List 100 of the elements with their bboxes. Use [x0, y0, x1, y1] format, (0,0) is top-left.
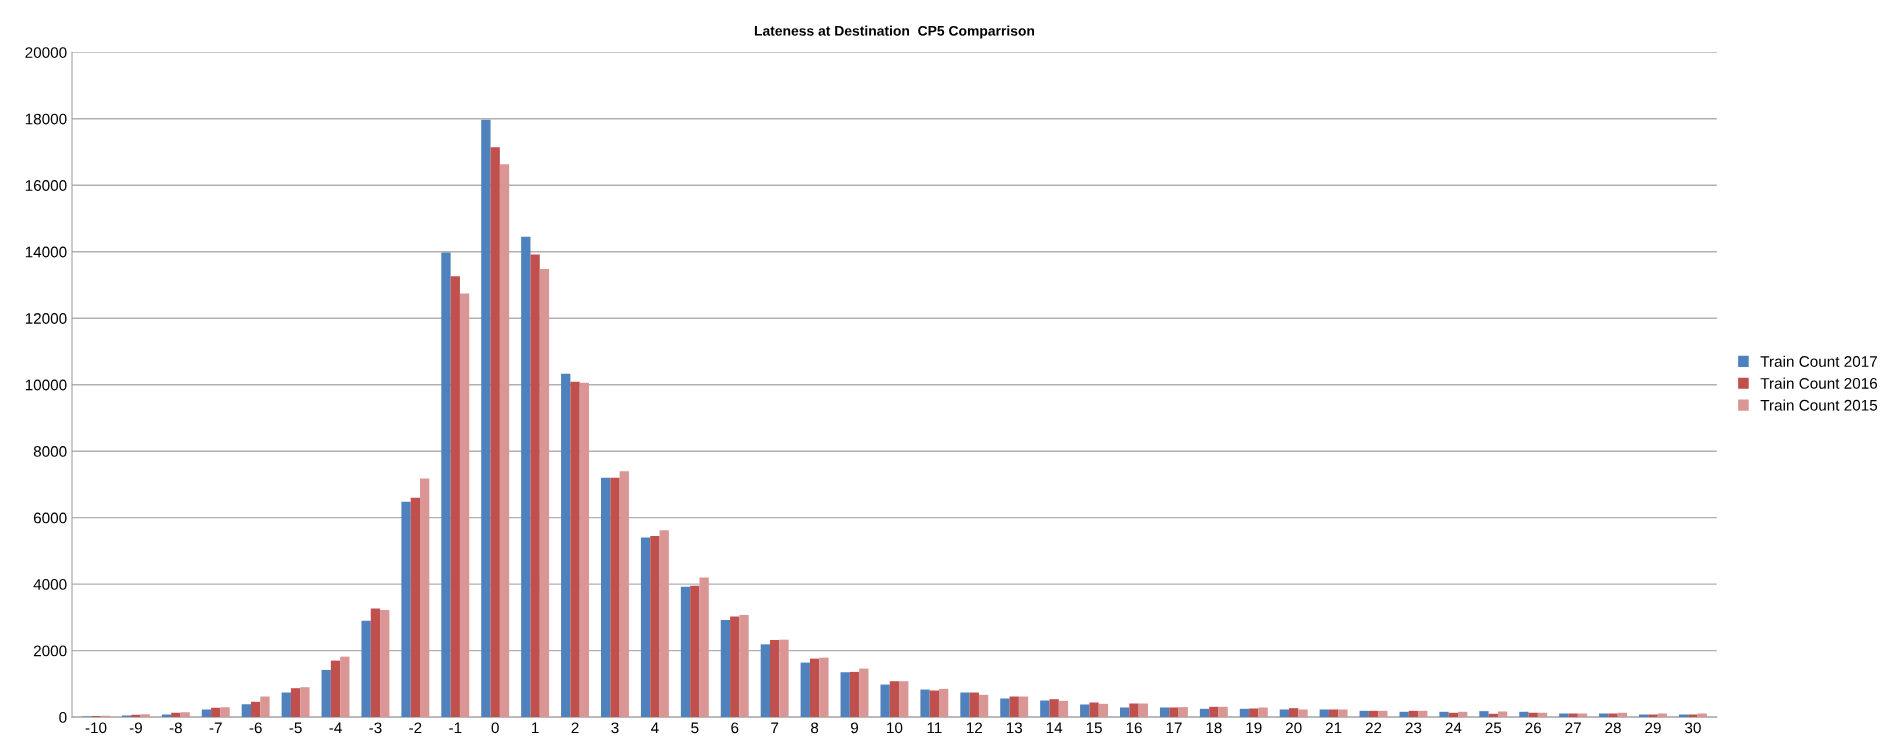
bar	[1497, 711, 1508, 718]
bar	[410, 497, 421, 718]
bar	[321, 669, 331, 718]
bar	[450, 276, 460, 718]
bar	[201, 709, 212, 718]
y-tick-label: 0	[59, 711, 67, 723]
bar	[1458, 711, 1468, 718]
x-tick-label: 28	[1605, 722, 1621, 734]
x-tick-label: 9	[850, 722, 859, 734]
x-tick-label: 19	[1246, 722, 1262, 734]
bar	[1559, 713, 1569, 718]
bar	[281, 692, 291, 718]
bar	[459, 293, 470, 718]
x-tick-label: 12	[966, 722, 983, 734]
y-tick-label: 12000	[25, 313, 67, 324]
bar	[779, 639, 789, 718]
bar	[521, 236, 531, 718]
bar	[441, 252, 451, 718]
x-tick-label: 2	[571, 722, 579, 734]
y-tick-label: 6000	[33, 512, 67, 524]
x-tick-label: 23	[1405, 722, 1422, 734]
bar	[1639, 714, 1649, 718]
bar	[969, 692, 979, 718]
y-tick-label: 8000	[33, 446, 67, 457]
bar	[619, 471, 629, 718]
bar	[1058, 700, 1069, 718]
bar	[800, 662, 810, 718]
bar	[290, 688, 301, 718]
x-tick-label: 13	[1006, 722, 1023, 734]
bar	[1169, 707, 1179, 718]
bar	[699, 577, 709, 718]
x-tick-label: 30	[1685, 722, 1701, 734]
bar	[1608, 713, 1618, 718]
bar	[251, 701, 261, 718]
bar	[770, 640, 780, 718]
x-tick-label: 21	[1325, 722, 1342, 734]
x-tick-label: -9	[129, 722, 142, 734]
x-tick-label: 10	[887, 722, 903, 734]
y-tick-label: 16000	[25, 180, 67, 191]
bar	[1120, 707, 1130, 718]
bar	[1279, 709, 1290, 718]
bar	[490, 147, 500, 718]
bar	[220, 707, 230, 718]
bar	[1000, 698, 1010, 718]
bar	[340, 656, 350, 718]
bar	[1577, 713, 1588, 718]
bar	[760, 644, 771, 718]
x-tick-label: 24	[1445, 722, 1462, 734]
bar	[1528, 712, 1538, 718]
bar	[819, 657, 829, 718]
bar	[1328, 709, 1339, 718]
bar	[1199, 708, 1210, 718]
y-tick-label: 18000	[25, 113, 67, 125]
x-tick-label: 8	[811, 722, 819, 734]
bar	[1617, 712, 1628, 718]
bar	[1418, 710, 1428, 718]
bar	[1009, 696, 1019, 718]
bar	[539, 269, 550, 718]
bar	[929, 690, 940, 718]
bar	[1239, 708, 1250, 718]
bar	[300, 687, 310, 718]
y-tick-label: 14000	[25, 246, 67, 258]
bar	[1519, 711, 1529, 718]
x-tick-label: -4	[329, 722, 342, 734]
bar	[1040, 700, 1050, 718]
bar	[260, 696, 270, 718]
bar	[1537, 712, 1548, 718]
x-tick-label: 16	[1126, 722, 1142, 734]
x-tick-label: -2	[409, 722, 422, 734]
bar	[370, 608, 381, 718]
bar	[1697, 713, 1707, 718]
bar	[1648, 714, 1658, 718]
bar	[960, 692, 970, 718]
bar	[978, 694, 989, 718]
bar	[1249, 708, 1259, 718]
bar	[1258, 707, 1268, 718]
bar	[481, 119, 491, 718]
bar	[131, 714, 141, 718]
bar	[161, 714, 172, 718]
x-tick-label: -5	[289, 722, 302, 734]
y-tick-label: 2000	[33, 645, 67, 657]
x-tick-label: 7	[771, 722, 779, 734]
bar	[1138, 703, 1148, 718]
bar	[889, 681, 900, 718]
bar	[1368, 710, 1379, 718]
x-tick-label: 25	[1485, 722, 1502, 734]
bar	[1657, 713, 1667, 718]
bar	[499, 164, 510, 718]
x-tick-label: 3	[611, 722, 619, 734]
bar	[680, 586, 691, 718]
bar	[939, 688, 949, 718]
bar	[1338, 709, 1348, 718]
bar	[1439, 711, 1449, 718]
bar	[610, 477, 620, 718]
bar	[1408, 710, 1419, 718]
x-tick-label: 1	[532, 722, 539, 734]
bar	[241, 704, 251, 718]
bar	[840, 672, 850, 718]
bar	[1218, 706, 1228, 718]
bar	[1599, 713, 1609, 718]
